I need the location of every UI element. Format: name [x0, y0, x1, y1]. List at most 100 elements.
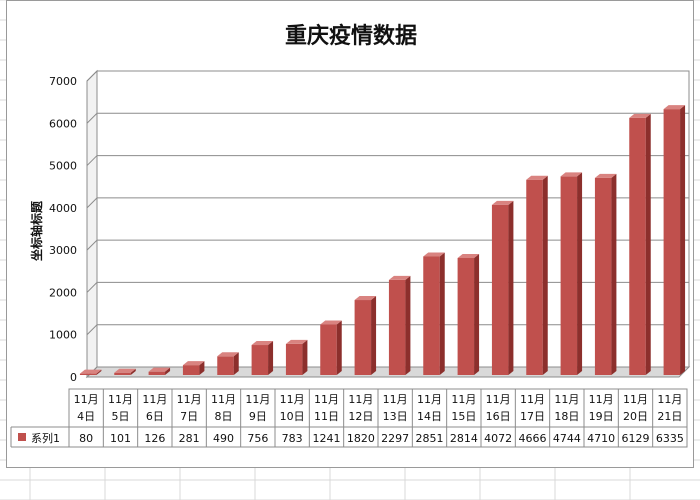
data-table-value: 2814 — [450, 432, 478, 445]
bar-top — [423, 252, 445, 257]
bar-side — [233, 352, 239, 375]
x-category-label: 11月 — [108, 393, 133, 406]
side-wall — [86, 69, 98, 379]
x-category-label: 11月 — [74, 393, 99, 406]
x-category-label: 6日 — [146, 410, 164, 423]
bar-front — [251, 345, 269, 375]
bar-front — [217, 356, 234, 375]
data-table-value: 126 — [144, 432, 165, 445]
bar-top — [148, 367, 171, 372]
data-table-value: 2297 — [381, 432, 409, 445]
bar — [491, 200, 514, 375]
bar-top — [491, 200, 514, 205]
x-category-label: 11月 — [348, 393, 373, 406]
bar-side — [165, 367, 171, 375]
data-table-value: 1820 — [347, 432, 375, 445]
data-table-value: 4666 — [519, 432, 547, 445]
bar-top — [79, 369, 102, 374]
bar-front — [114, 372, 131, 375]
bar-side — [439, 252, 445, 375]
bar — [251, 341, 274, 375]
x-category-label: 12日 — [348, 410, 373, 423]
y-tick-label: 5000 — [49, 160, 77, 173]
x-category-label: 11月 — [280, 393, 305, 406]
bar-side — [199, 361, 205, 375]
bar-top — [457, 254, 480, 259]
bar-front — [594, 177, 612, 375]
x-category-label: 11月 — [486, 393, 511, 406]
x-category-label: 13日 — [383, 410, 408, 423]
bar-front — [354, 300, 372, 375]
bar-front — [182, 365, 200, 375]
bar — [148, 367, 171, 375]
bar-side — [268, 341, 274, 375]
y-tick-label: 3000 — [49, 244, 77, 257]
chart-area[interactable]: 重庆疫情数据 坐标轴标题 0 1000 2000 3000 4000 5000 6000 70… — [6, 0, 694, 468]
y-tick-label: 6000 — [49, 117, 77, 130]
data-table-value: 2851 — [416, 432, 444, 445]
x-category-label: 17日 — [520, 410, 545, 423]
bar-front — [457, 258, 475, 375]
bar-front — [526, 179, 543, 375]
bar-front — [320, 324, 337, 375]
x-category-label: 11月 — [520, 393, 545, 406]
bar-front — [491, 204, 509, 375]
data-table-value: 783 — [282, 432, 303, 445]
x-category-label: 11月 — [554, 393, 579, 406]
bar-front — [285, 343, 303, 375]
x-category-label: 8日 — [215, 410, 233, 423]
bar-side — [577, 172, 583, 375]
bar-top — [217, 352, 239, 357]
bar-top — [560, 172, 583, 177]
x-category-label: 11月 — [142, 393, 167, 406]
data-table-value: 4744 — [553, 432, 581, 445]
bar — [354, 296, 377, 375]
y-gridline — [86, 155, 689, 166]
x-category-label: 11月 — [657, 393, 682, 406]
bar-side — [336, 320, 342, 375]
x-category-label: 20日 — [623, 410, 648, 423]
y-gridline — [86, 70, 689, 82]
x-category-label: 11月 — [417, 393, 442, 406]
bar-side — [508, 200, 514, 375]
bar — [320, 320, 342, 375]
bar-front — [79, 373, 97, 375]
x-category-label: 7日 — [180, 410, 198, 423]
bar-top — [285, 339, 308, 344]
y-gridline — [86, 239, 689, 251]
x-category-label: 10日 — [280, 410, 305, 423]
data-table-value: 6129 — [622, 432, 650, 445]
bar-top — [663, 105, 686, 110]
bar — [388, 275, 411, 375]
bar-top — [526, 175, 548, 180]
bar-side — [611, 173, 617, 375]
x-category-label: 21日 — [657, 410, 682, 423]
bar-front — [629, 117, 646, 375]
bar — [526, 175, 548, 375]
x-category-label: 11月 — [383, 393, 408, 406]
bar-side — [474, 254, 480, 375]
bar-side — [371, 296, 377, 375]
x-category-label: 9日 — [249, 410, 267, 423]
bar-front — [663, 109, 681, 376]
bar — [217, 352, 239, 375]
y-gridline — [86, 112, 689, 124]
bar — [457, 254, 480, 375]
legend-swatch — [18, 433, 26, 441]
data-table-value: 4072 — [484, 432, 512, 445]
bar-top — [354, 296, 377, 301]
data-table-value: 756 — [247, 432, 268, 445]
x-category-label: 11月 — [451, 393, 476, 406]
bar-side — [96, 369, 102, 375]
column-chart: 重庆疫情数据 坐标轴标题 0 1000 2000 3000 4000 5000 6000 70… — [10, 23, 691, 448]
data-table-value: 1241 — [313, 432, 341, 445]
data-table-value: 281 — [179, 432, 200, 445]
bar-top — [629, 113, 651, 118]
y-tick-label: 7000 — [49, 75, 77, 88]
data-table-value: 101 — [110, 432, 131, 445]
bar-side — [130, 368, 136, 375]
x-category-label: 16日 — [486, 410, 511, 423]
x-category-label: 11月 — [589, 393, 614, 406]
x-category-label: 11日 — [314, 410, 339, 423]
bar — [560, 172, 583, 375]
